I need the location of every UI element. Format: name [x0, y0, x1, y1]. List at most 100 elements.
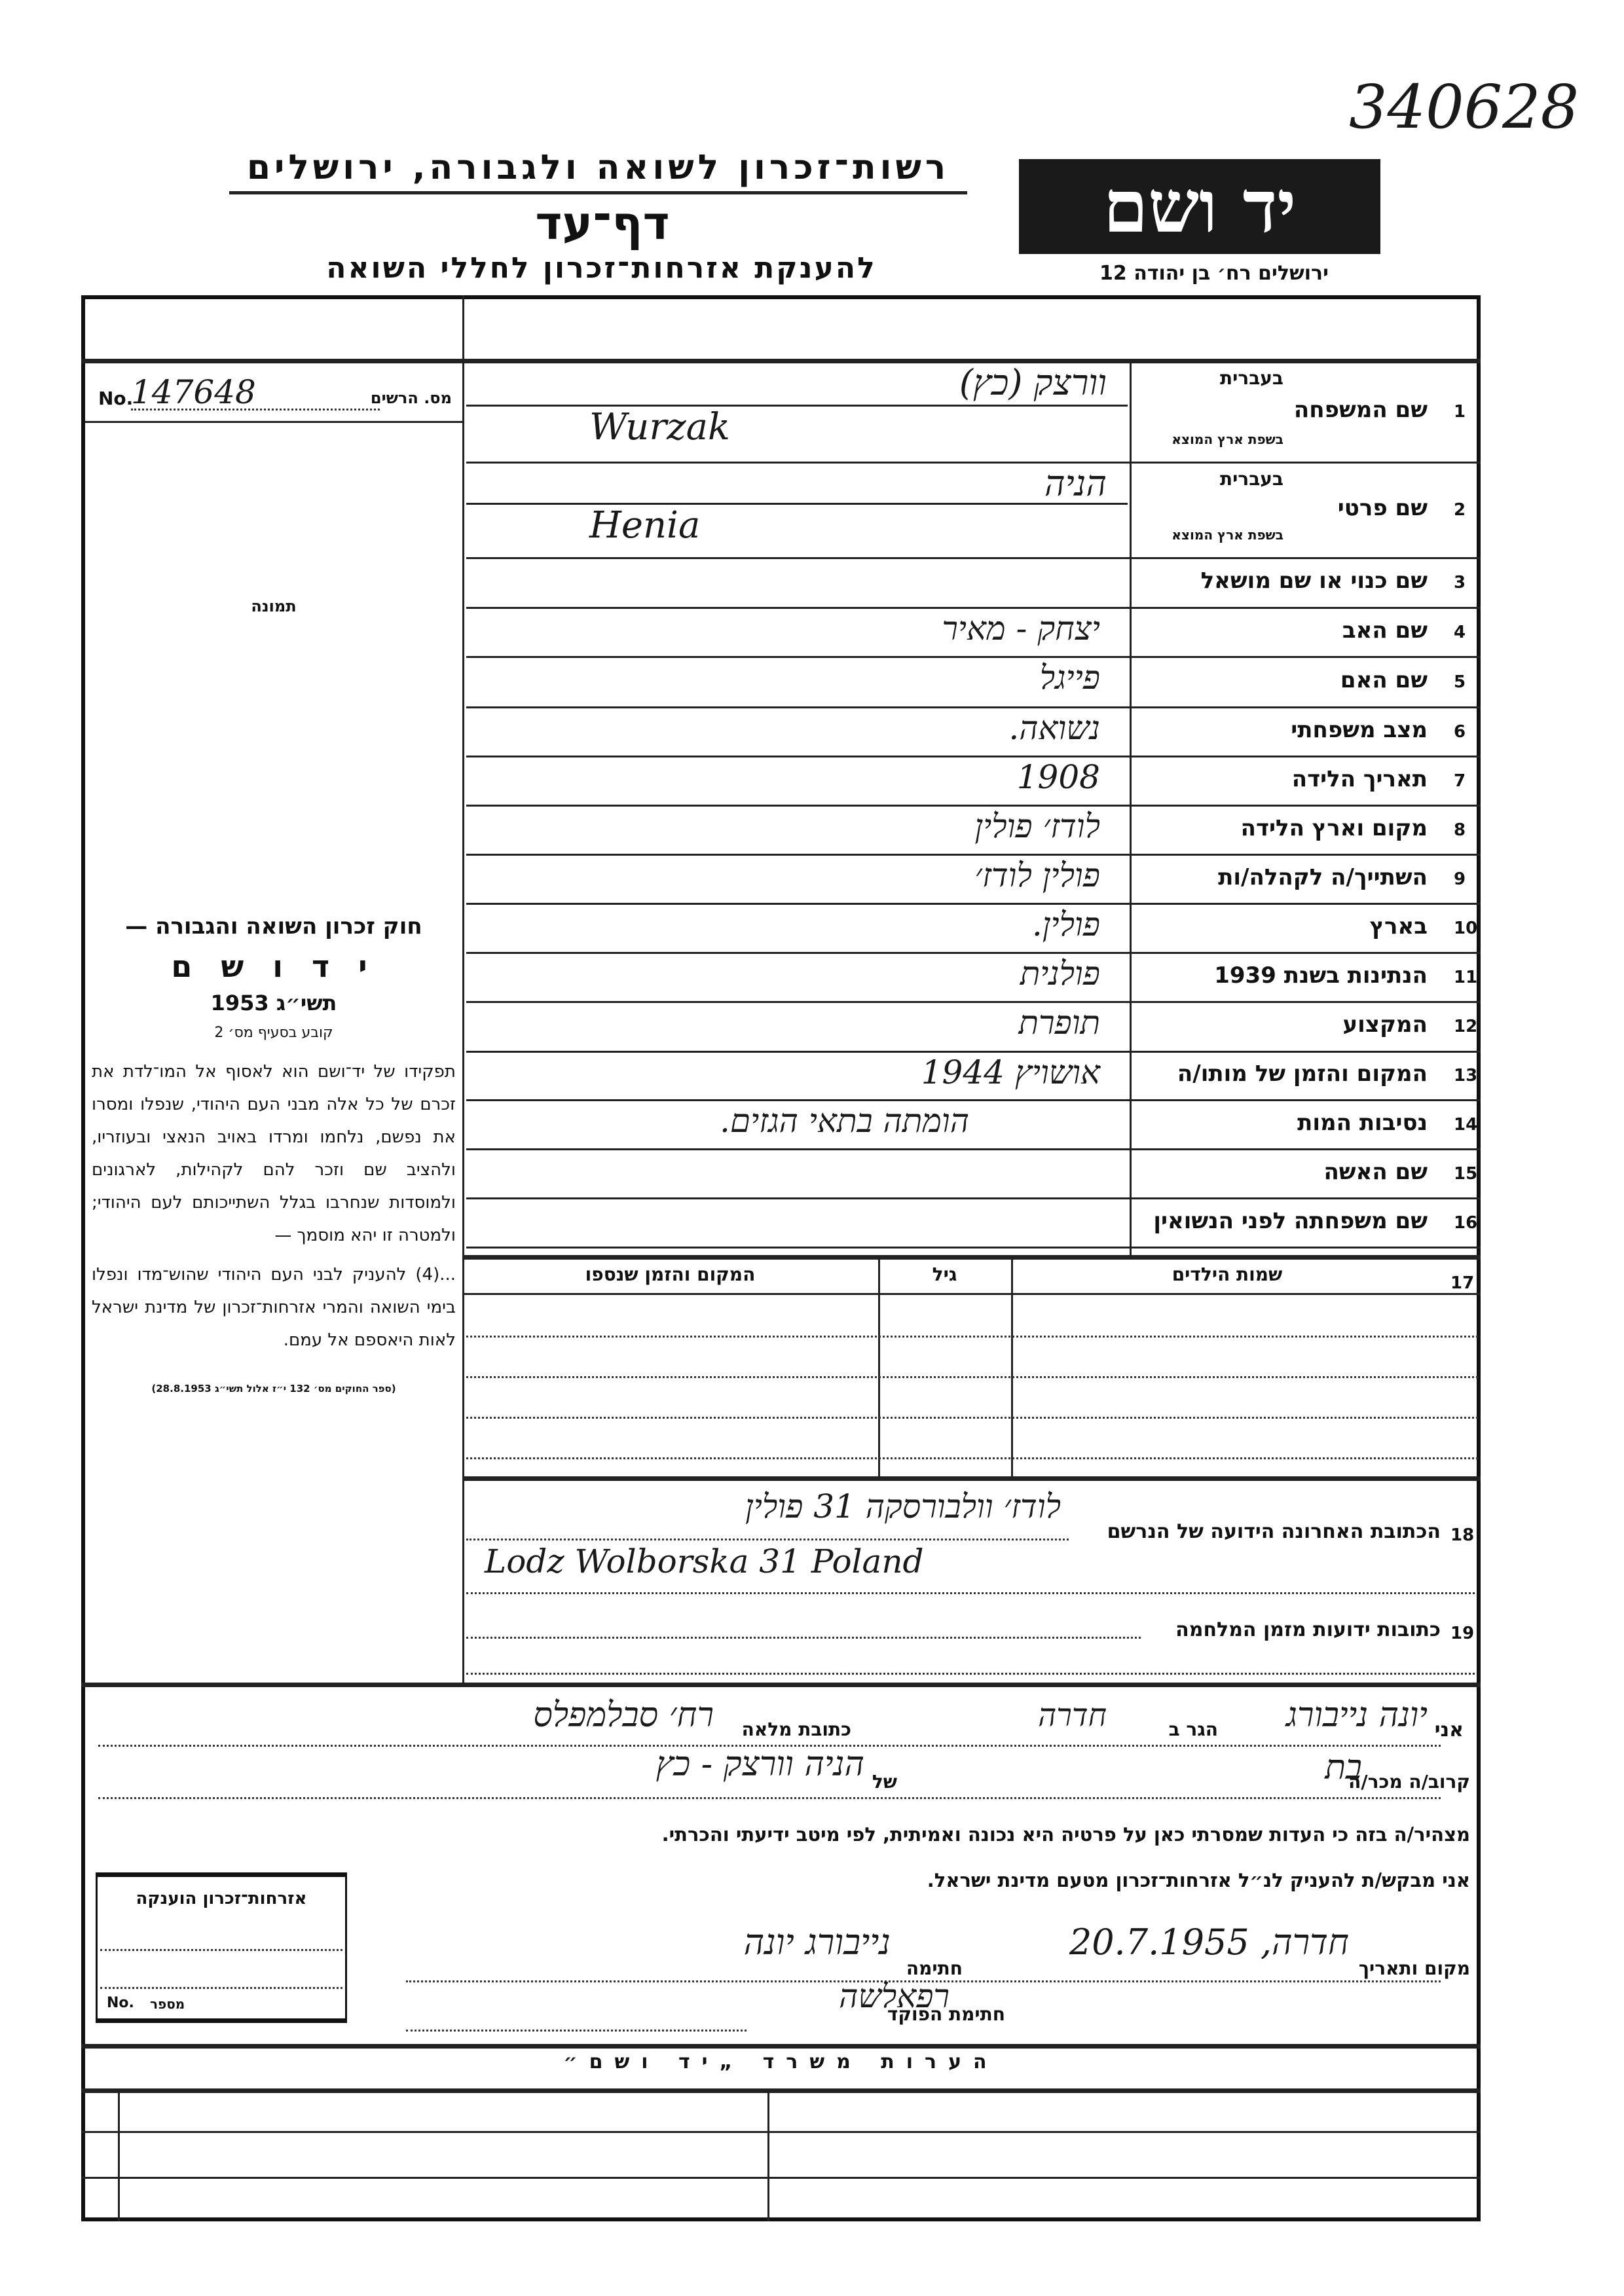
logo-text: יד ושם	[1103, 164, 1297, 249]
field-row-line	[466, 756, 1481, 757]
law-name: י ד ו ש ם	[171, 949, 377, 984]
field-number: 14	[1454, 1114, 1478, 1135]
declaration-relative-label: קרוב/ה מכר/ה	[1348, 1771, 1470, 1793]
field-mid-line	[466, 503, 1128, 505]
war-addresses-line-1[interactable]	[466, 1637, 1141, 1639]
photo-label: תמונה	[251, 597, 297, 615]
signature-value[interactable]: נייבורג יונה	[743, 1922, 891, 1963]
field-value[interactable]: נשואה.	[1008, 709, 1100, 747]
header-address: ירושלים רח׳ בן יהודה 12	[1099, 262, 1329, 285]
children-column-divider	[878, 1258, 880, 1476]
field-value-origin[interactable]: Wurzak	[589, 406, 730, 448]
field-value-origin[interactable]: Henia	[589, 504, 701, 547]
field-label: המקום והזמן של מותו/ה	[1177, 1061, 1428, 1087]
field-value[interactable]: פולין.	[1031, 905, 1100, 943]
children-header-age: גיל	[932, 1264, 957, 1285]
field-number: 16	[1454, 1212, 1478, 1233]
children-column-divider	[1011, 1258, 1013, 1476]
remarks-line[interactable]	[81, 2177, 1481, 2179]
field-number: 11	[1454, 967, 1478, 987]
declaration-i-label: אני	[1434, 1719, 1464, 1741]
last-address-origin[interactable]: Lodz Wolborska 31 Poland	[485, 1542, 924, 1580]
field-value[interactable]: 1908	[1016, 758, 1100, 796]
field-sublabel-hebrew: בעברית	[1219, 367, 1283, 389]
declaration-resides-label: הגר ב	[1168, 1719, 1218, 1740]
field-sublabel-hebrew: בעברית	[1219, 468, 1283, 490]
registration-number-field[interactable]: No. 147648 מס. הרשים	[98, 373, 452, 412]
children-header-place: המקום והזמן שנספו	[585, 1264, 756, 1285]
field-row-line	[466, 1051, 1481, 1053]
war-addresses-label: כתובות ידועות מזמן המלחמה	[1175, 1618, 1441, 1641]
field-number: 13	[1454, 1066, 1478, 1085]
law-paragraph-2: ...(4) להעניק לבני העם היהודי שהוש־מדו ו…	[92, 1265, 456, 1350]
field-value-hebrew[interactable]: הניה	[1044, 463, 1107, 504]
children-top-line	[462, 1255, 1481, 1260]
children-header-names: שמות הילדים	[1172, 1264, 1283, 1285]
grant-number-label: מספר	[150, 1996, 185, 2012]
place-date-label: מקום ותאריך	[1358, 1958, 1470, 1979]
field-number: 10	[1454, 918, 1478, 938]
place-date-value[interactable]: חדרה, 20.7.1955	[1069, 1922, 1349, 1963]
field-value[interactable]: פולין לודז׳	[974, 856, 1100, 894]
law-panel: חוק זכרון השואה והגבורה — י ד ו ש ם תשי״…	[92, 913, 456, 1394]
field-row-line	[466, 1001, 1481, 1003]
remarks-header-line	[81, 2088, 1481, 2093]
field-number: 1	[1454, 402, 1466, 422]
field-row-line	[466, 854, 1481, 856]
remarks-line[interactable]	[81, 2131, 1481, 2133]
war-addresses-line-2[interactable]	[466, 1673, 1475, 1675]
field-value[interactable]: פולנית	[1020, 955, 1100, 993]
officer-signature-line	[406, 2030, 747, 2032]
field-label: הנתינות בשנת 1939	[1214, 962, 1428, 989]
field-number: 7	[1454, 771, 1466, 791]
field-value[interactable]: תופרת	[1018, 1004, 1100, 1042]
field-label: נסיבות המות	[1297, 1109, 1428, 1136]
left-column-divider	[462, 295, 464, 1683]
last-address-label: הכתובת האחרונה הידועה של הנרשם	[1107, 1520, 1441, 1543]
field-number: 2	[1454, 500, 1466, 520]
yad-vashem-logo: יד ושם	[1019, 159, 1380, 254]
archive-number: 340628	[1349, 72, 1579, 142]
declarant-relation[interactable]: בת	[1325, 1748, 1362, 1787]
field-row-line	[466, 557, 1481, 559]
registration-prefix: No.	[98, 388, 134, 409]
remarks-margin-line	[118, 2088, 120, 2221]
field-value[interactable]: הומתה בתאי הגזים.	[720, 1102, 969, 1140]
remarks-divider	[767, 2088, 769, 2221]
children-number: 17	[1450, 1273, 1475, 1293]
declarant-name[interactable]: יונה נייבורג	[1285, 1696, 1428, 1735]
field-label: המקצוע	[1342, 1011, 1428, 1038]
field-value[interactable]: לודז׳ פולין	[974, 807, 1100, 845]
signature-label: חתימה	[906, 1958, 963, 1979]
field-value[interactable]: אושויץ 1944	[921, 1053, 1100, 1091]
declaration-line-2	[98, 1797, 1441, 1799]
field-row-line	[466, 706, 1481, 708]
children-row[interactable]	[466, 1376, 1478, 1378]
field-row-line	[466, 462, 1481, 464]
declarant-relative-of[interactable]: הניה וורצק - כץ	[655, 1745, 864, 1784]
children-row[interactable]	[466, 1417, 1478, 1419]
children-row[interactable]	[466, 1457, 1478, 1459]
declaration-request: אני מבקש/ת להעניק לנ״ל אזרחות־זכרון מטעם…	[927, 1869, 1470, 1891]
children-row[interactable]	[466, 1336, 1478, 1338]
field-value-hebrew[interactable]: וורצק (כץ)	[959, 362, 1107, 403]
declarant-address[interactable]: רח׳ סבלמפלס	[533, 1696, 714, 1735]
law-clause: קובע בסעיף מס׳ 2	[214, 1025, 333, 1041]
officer-signature[interactable]: רפאלשה	[839, 1977, 950, 2015]
field-label: בארץ	[1369, 913, 1428, 939]
field-value[interactable]: פייגל	[1039, 659, 1100, 697]
declaration-line-1	[98, 1745, 1441, 1747]
last-address-hebrew[interactable]: לודז׳ וולבורסקה 31 פולין	[745, 1487, 1061, 1525]
field-label: שם האב	[1342, 617, 1428, 644]
field-row-line	[466, 607, 1481, 609]
officer-signature-label: חתימת הפוקד	[887, 2003, 1005, 2025]
field-mid-line	[466, 405, 1128, 407]
children-bottom-line	[462, 1476, 1481, 1481]
law-paragraph-1: תפקידו של יד־ושם הוא לאסוף אל המו־לדת את…	[92, 1062, 456, 1245]
declarant-city[interactable]: חדרה	[1038, 1697, 1107, 1734]
grant-box-title: אזרחות־זכרון הוענקה	[136, 1889, 307, 1908]
registration-value: 147648	[131, 373, 256, 411]
field-label: שם משפחתה לפני הנשואין	[1153, 1207, 1428, 1234]
field-value[interactable]: יצחק - מאיר	[942, 610, 1100, 647]
field-label: שם האם	[1340, 666, 1428, 693]
